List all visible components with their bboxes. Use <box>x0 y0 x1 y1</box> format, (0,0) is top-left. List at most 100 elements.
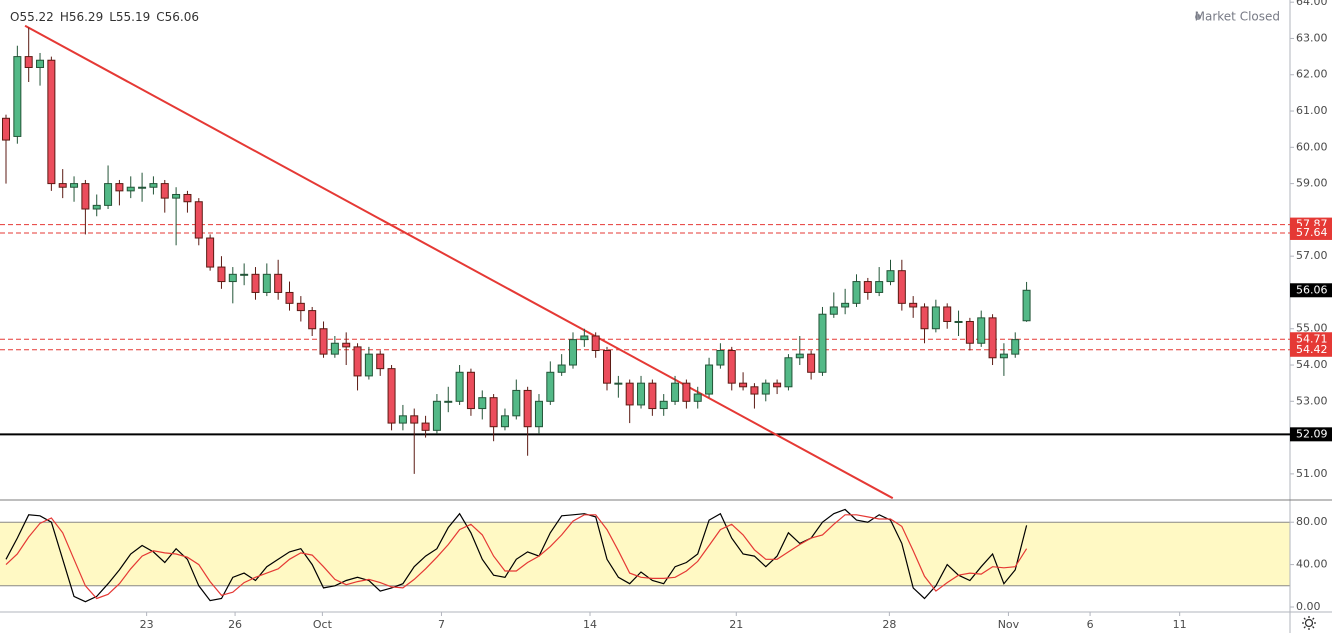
label: O <box>10 10 19 24</box>
candle-body <box>761 382 770 395</box>
y-tick-label: 57.00 <box>1296 249 1328 262</box>
oscillator-line <box>5 508 1028 603</box>
value: 55.19 <box>116 10 150 24</box>
candle-body <box>818 313 827 373</box>
x-tick-label: 23 <box>140 618 154 631</box>
candle-body <box>897 270 906 304</box>
level-tag-label: 54.42 <box>1296 343 1328 356</box>
candle-body <box>398 415 407 424</box>
candle-body <box>659 400 668 410</box>
candle-body <box>70 183 79 188</box>
candle-body <box>671 382 680 402</box>
candle-body <box>330 342 339 355</box>
band <box>0 522 1290 586</box>
candle-body <box>500 415 509 428</box>
candle-body <box>988 317 997 359</box>
candle-body <box>421 422 430 431</box>
level-tag <box>1290 427 1332 442</box>
candle-body <box>568 339 577 366</box>
candle-body <box>319 328 328 355</box>
candle-body <box>149 183 158 188</box>
candle-body <box>36 59 45 68</box>
x-tick-label: 28 <box>882 618 896 631</box>
candle-body <box>943 306 952 322</box>
candle-body <box>364 353 373 377</box>
candle-body <box>534 400 543 428</box>
candle-body <box>115 183 124 192</box>
y-tick-label: 53.00 <box>1296 394 1328 407</box>
y-tick-label: 64.00 <box>1296 0 1328 8</box>
candle-body <box>217 266 226 283</box>
candle-body <box>160 183 169 199</box>
candle-body <box>591 335 600 352</box>
y-tick-label: 63.00 <box>1296 31 1328 44</box>
candle-body <box>138 186 147 189</box>
y-tick-label: 40.00 <box>1296 558 1328 571</box>
y-tick-label: 60.00 <box>1296 140 1328 153</box>
candle-body <box>466 371 475 410</box>
candle-body <box>81 183 90 210</box>
candle-body <box>727 350 736 384</box>
candle-body <box>444 400 453 403</box>
level-tag <box>1290 332 1332 347</box>
candle-body <box>863 281 872 293</box>
candle-body <box>24 56 33 68</box>
candle-body <box>1011 339 1020 355</box>
candle-body <box>909 302 918 308</box>
x-tick-label: Oct <box>313 618 333 631</box>
candle-body <box>546 371 555 402</box>
candle-body <box>875 281 884 293</box>
candle-body <box>240 273 249 276</box>
candle-body <box>92 204 101 210</box>
candle-body <box>478 397 487 410</box>
candle-body <box>194 201 203 239</box>
candle-body <box>580 335 589 341</box>
candle-body <box>308 310 317 330</box>
x-tick-label: 7 <box>438 618 445 631</box>
candle-body <box>410 415 419 424</box>
label: L <box>109 10 116 24</box>
value: 56.29 <box>69 10 103 24</box>
label: H <box>60 10 69 24</box>
candle-body <box>262 273 271 293</box>
candle-body <box>965 320 974 344</box>
candle-body <box>716 350 725 366</box>
trendline <box>24 24 894 500</box>
level-tag <box>1290 225 1332 240</box>
candle-body <box>455 371 464 402</box>
candle-body <box>773 382 782 388</box>
y-tick-label: 61.00 <box>1296 104 1328 117</box>
candle-body <box>489 397 498 428</box>
candle-body <box>807 353 816 373</box>
price-tag <box>1290 283 1332 298</box>
candle-body <box>829 306 838 315</box>
level-tag-label: 57.64 <box>1296 226 1328 239</box>
candle-body <box>920 306 929 330</box>
candle-body <box>523 389 532 428</box>
x-tick-label: 26 <box>228 618 242 631</box>
candle-body <box>296 302 305 312</box>
candle-body <box>1022 289 1031 322</box>
ohlc-legend: O55.22 H56.29 L55.19 C56.06 <box>10 10 199 24</box>
level-tag-label: 52.09 <box>1296 427 1328 440</box>
settings-icon[interactable] <box>1302 616 1316 630</box>
candle-body <box>376 353 385 370</box>
level-tag <box>1290 342 1332 357</box>
candle-body <box>172 193 181 199</box>
candle-body <box>648 382 657 410</box>
candle-body <box>954 320 963 323</box>
candle-body <box>251 273 260 293</box>
candle-body <box>977 317 986 344</box>
y-tick-label: 59.00 <box>1296 177 1328 190</box>
label: C <box>156 10 164 24</box>
candle-body <box>274 273 283 293</box>
x-tick-label: 6 <box>1087 618 1094 631</box>
candle-body <box>614 382 623 385</box>
y-tick-label: 54.00 <box>1296 358 1328 371</box>
candle-body <box>512 389 521 417</box>
candle-body <box>47 59 56 185</box>
candle-body <box>693 393 702 402</box>
y-tick-label: 55.00 <box>1296 322 1328 335</box>
candle-body <box>852 281 861 304</box>
candle-body <box>342 342 351 348</box>
